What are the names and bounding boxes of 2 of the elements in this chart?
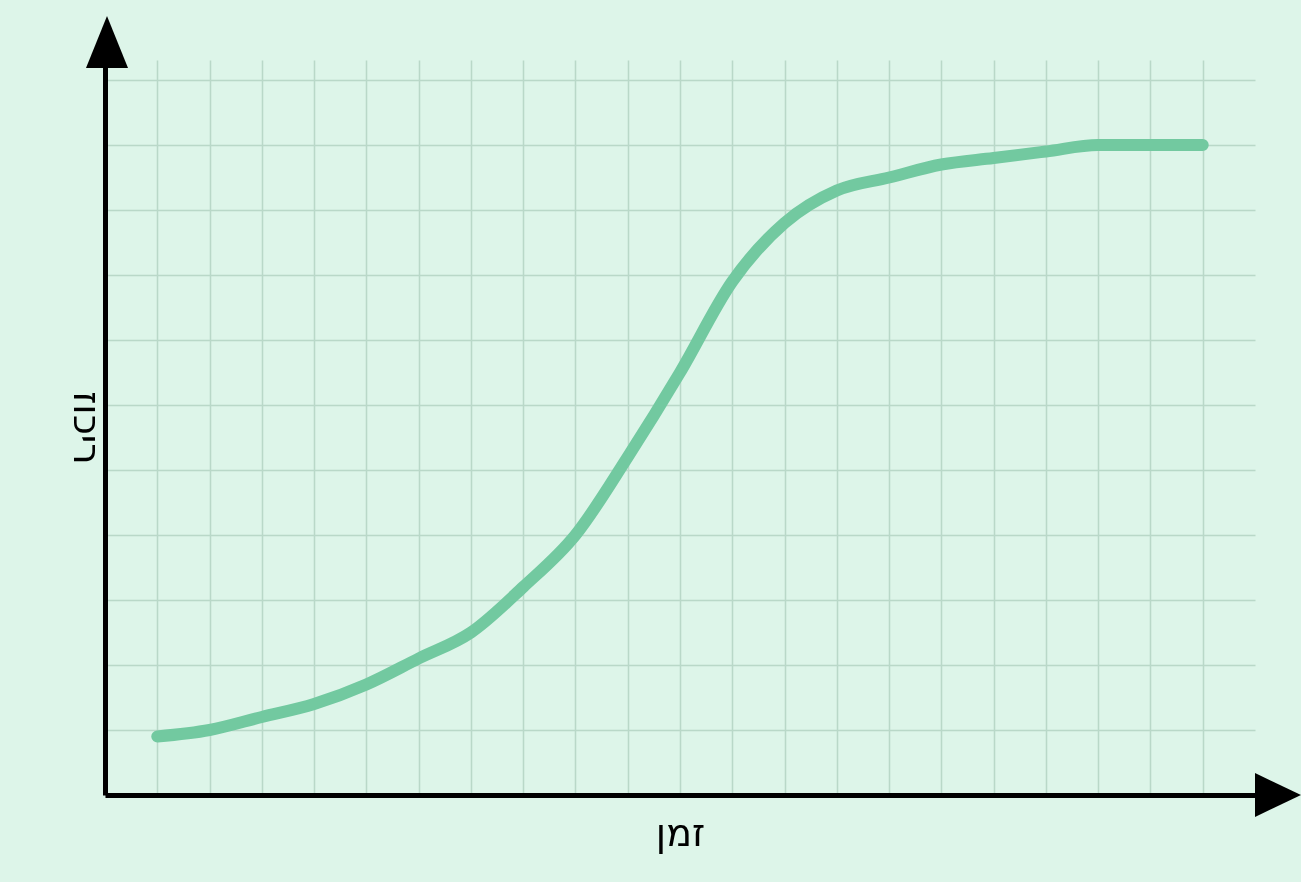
x-axis-title: זמן [655, 810, 706, 855]
y-axis-title: ריכוז [64, 391, 109, 465]
